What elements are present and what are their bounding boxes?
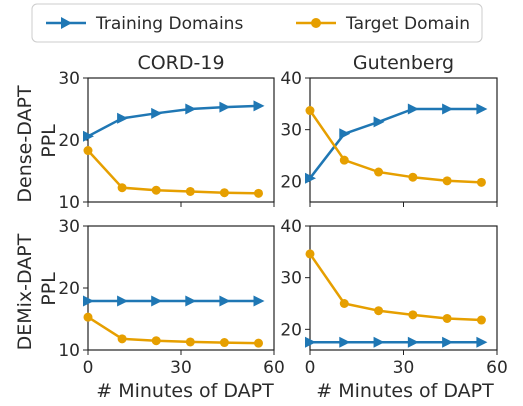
panel-title: CORD-19 (137, 52, 224, 74)
data-point-training-domains (305, 172, 316, 184)
panel-dense-gutenberg: Gutenberg 20 30 40 (280, 52, 498, 207)
row-label-demix-line1: DEMix-DAPT (14, 233, 36, 350)
data-point-training-domains (185, 295, 197, 307)
data-point-target-domain (151, 336, 161, 346)
data-point-target-domain (374, 167, 384, 177)
data-point-training-domains (305, 336, 316, 348)
circle-marker-icon (311, 18, 321, 28)
series-line-target-domain (87, 149, 259, 195)
data-point-target-domain (442, 176, 452, 186)
series-line-target-domain (308, 109, 482, 184)
data-point-target-domain (476, 177, 486, 187)
y-tick-label: 10 (58, 193, 80, 213)
data-point-target-domain (151, 185, 161, 195)
panel-demix-cord19: 10 20 30 0 30 60 (58, 217, 284, 378)
legend-entry-training: Training Domains (46, 14, 243, 34)
plot-frame (309, 225, 498, 351)
panel-demix-gutenberg: 20 30 40 0 30 60 (280, 217, 507, 378)
legend: Training Domains Target Domain (31, 3, 483, 43)
data-point-target-domain (254, 188, 263, 198)
series-line-target-domain (308, 253, 482, 322)
data-point-target-domain (305, 106, 315, 116)
row-label-dense-line1: Dense-DAPT (14, 85, 36, 203)
row-label-dense: Dense-DAPT PPL (14, 79, 60, 202)
data-point-training-domains (407, 336, 419, 348)
data-point-training-domains (151, 295, 163, 307)
x-tick-label: 0 (305, 358, 316, 378)
x-tick-label: 30 (170, 358, 192, 378)
data-point-training-domains (442, 336, 454, 348)
data-point-training-domains (373, 116, 385, 128)
data-point-training-domains (151, 107, 163, 119)
data-point-training-domains (339, 128, 351, 140)
x-tick-label: 60 (486, 358, 508, 378)
legend-label-training: Training Domains (95, 14, 243, 34)
data-point-training-domains (442, 103, 454, 115)
y-tick-label: 30 (280, 269, 302, 289)
data-point-training-domains (219, 101, 231, 113)
data-point-training-domains (185, 103, 197, 115)
legend-frame (31, 3, 483, 43)
y-tick-label: 40 (280, 217, 302, 237)
data-point-target-domain (185, 186, 195, 196)
data-point-training-domains (476, 336, 488, 348)
data-point-target-domain (219, 188, 229, 198)
triangle-right-marker-icon (61, 17, 72, 29)
row-label-demix: DEMix-DAPT PPL (14, 228, 60, 351)
row-label-dense-line2: PPL (38, 124, 60, 158)
data-point-target-domain (185, 337, 195, 347)
legend-label-target: Target Domain (345, 14, 470, 34)
data-point-training-domains (407, 103, 419, 115)
x-axis-label-left: # Minutes of DAPT (96, 380, 274, 402)
data-point-target-domain (339, 299, 349, 308)
data-point-training-domains (253, 100, 265, 112)
y-tick-label: 30 (58, 69, 80, 89)
x-axis-label-right: # Minutes of DAPT (316, 380, 494, 402)
data-point-training-domains (339, 336, 351, 348)
data-point-training-domains (219, 295, 231, 307)
data-point-training-domains (373, 336, 385, 348)
data-point-target-domain (408, 172, 418, 182)
data-point-target-domain (476, 315, 486, 325)
y-tick-label: 20 (280, 172, 302, 192)
y-tick-label: 20 (58, 131, 80, 151)
data-point-target-domain (339, 155, 349, 165)
panel-title: Gutenberg (353, 52, 454, 74)
panel-dense-cord19: CORD-19 10 20 30 (58, 52, 275, 213)
y-tick-label: 20 (58, 279, 80, 299)
y-tick-label: 40 (280, 69, 302, 89)
legend-entry-target: Target Domain (296, 14, 470, 34)
data-point-training-domains (476, 103, 488, 115)
data-point-target-domain (83, 312, 93, 322)
data-point-target-domain (374, 306, 384, 316)
data-point-training-domains (83, 295, 94, 307)
y-tick-label: 30 (280, 121, 302, 141)
y-tick-label: 30 (58, 217, 80, 237)
data-point-training-domains (117, 295, 129, 307)
data-point-target-domain (408, 310, 418, 320)
data-point-target-domain (117, 183, 127, 193)
x-tick-label: 60 (263, 358, 285, 378)
series-line-target-domain (87, 316, 259, 345)
data-point-target-domain (83, 146, 93, 156)
row-label-demix-line2: PPL (38, 272, 60, 306)
data-point-target-domain (305, 249, 315, 259)
data-point-target-domain (117, 334, 127, 344)
data-point-target-domain (219, 338, 229, 348)
plot-frame (87, 225, 275, 351)
plot-frame (87, 77, 275, 203)
x-tick-label: 30 (393, 358, 415, 378)
data-point-training-domains (117, 112, 129, 124)
x-tick-label: 0 (83, 358, 94, 378)
data-point-training-domains (83, 130, 94, 142)
series-line-training-domains (87, 104, 259, 138)
y-tick-label: 20 (280, 320, 302, 340)
data-point-target-domain (442, 313, 452, 323)
series-line-training-domains (309, 107, 482, 179)
y-tick-label: 10 (58, 341, 80, 361)
data-point-target-domain (254, 338, 263, 348)
data-point-training-domains (253, 295, 265, 307)
